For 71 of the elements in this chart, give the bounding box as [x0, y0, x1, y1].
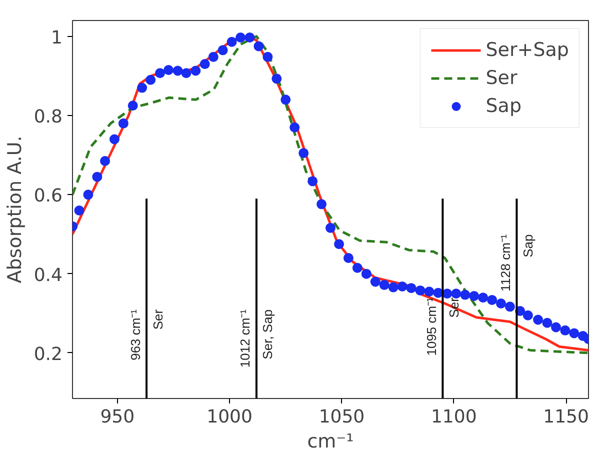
point — [290, 122, 300, 132]
point — [478, 292, 488, 303]
point — [298, 148, 309, 158]
point — [469, 290, 480, 301]
point — [92, 172, 102, 182]
point — [272, 74, 282, 84]
point — [218, 45, 228, 56]
point — [522, 310, 533, 320]
point — [137, 82, 148, 93]
point — [460, 290, 470, 300]
point — [100, 156, 110, 166]
point — [254, 41, 264, 52]
point — [146, 74, 156, 85]
legend-label: Sap — [486, 95, 522, 117]
point — [388, 282, 398, 292]
point — [128, 100, 138, 111]
point — [118, 118, 128, 128]
point — [560, 325, 570, 336]
point — [280, 94, 291, 105]
x-tick-label: 1050 — [318, 406, 365, 428]
point — [352, 262, 362, 273]
point — [487, 294, 498, 305]
point — [200, 59, 210, 70]
point — [74, 206, 84, 216]
point — [496, 298, 506, 308]
y-tick-label: 0.4 — [34, 264, 63, 286]
x-tick-label: 1000 — [206, 406, 252, 428]
y-tick-label: 0.2 — [34, 344, 63, 365]
point — [308, 176, 318, 186]
point — [109, 134, 120, 144]
point — [172, 66, 183, 76]
point — [236, 32, 246, 43]
legend-label: Ser+Sap — [486, 39, 569, 61]
point — [244, 32, 255, 43]
point — [343, 252, 354, 263]
x-tick-label: 1150 — [543, 406, 589, 428]
point — [424, 286, 434, 297]
point — [569, 328, 580, 338]
legend-label: Ser — [486, 67, 518, 89]
y-axis-title: Absorption A.U. — [4, 136, 26, 284]
point — [415, 285, 426, 296]
point — [226, 36, 237, 47]
point — [370, 276, 380, 287]
point — [379, 280, 390, 290]
point — [181, 68, 192, 78]
x-tick-label: 950 — [100, 406, 135, 428]
point — [542, 318, 552, 328]
point — [504, 302, 515, 312]
point — [406, 283, 416, 294]
point — [550, 322, 561, 332]
point — [164, 64, 174, 75]
point — [533, 314, 544, 325]
point — [316, 199, 327, 210]
point — [326, 222, 336, 233]
point — [262, 52, 273, 62]
point — [361, 268, 372, 279]
annotation: 1095 cm⁻¹ Ser — [424, 296, 462, 356]
x-axis-title: cm⁻¹ — [307, 430, 354, 452]
point — [334, 239, 344, 250]
annotation: 1012 cm⁻¹ Ser, Sap — [238, 308, 276, 368]
x-tick-label: 1100 — [430, 406, 477, 428]
y-tick-label: 0.8 — [34, 106, 63, 128]
point — [397, 281, 408, 292]
point — [208, 52, 218, 62]
y-tick-label: 0.6 — [34, 186, 63, 207]
point — [83, 190, 94, 200]
y-tick-label: 1 — [51, 27, 62, 48]
point — [154, 68, 165, 78]
annotation: 963 cm⁻¹ Ser — [128, 308, 166, 360]
annotation: 1128 cm⁻¹ Sap — [498, 234, 536, 292]
point — [190, 66, 201, 76]
